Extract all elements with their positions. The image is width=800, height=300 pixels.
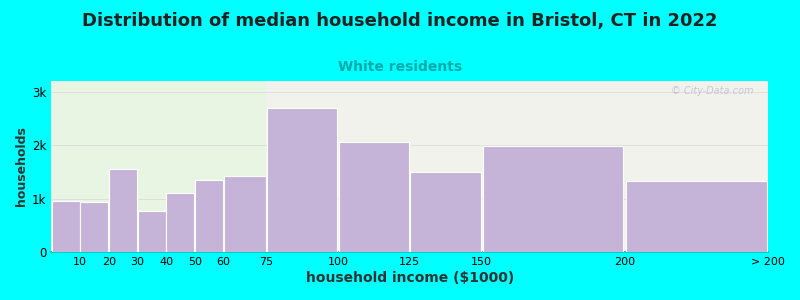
Bar [195, 180, 223, 252]
X-axis label: household income ($1000): household income ($1000) [306, 271, 514, 285]
Y-axis label: households: households [15, 127, 28, 206]
Bar [410, 172, 481, 252]
Bar [266, 81, 768, 252]
Bar [626, 181, 766, 252]
Bar [109, 169, 137, 252]
Bar [483, 146, 623, 252]
Bar [166, 193, 194, 252]
Bar [51, 81, 266, 252]
Bar [52, 201, 80, 252]
Bar [338, 142, 409, 252]
Bar [138, 211, 166, 252]
Text: Distribution of median household income in Bristol, CT in 2022: Distribution of median household income … [82, 12, 718, 30]
Bar [224, 176, 266, 252]
Bar [267, 108, 338, 252]
Text: White residents: White residents [338, 60, 462, 74]
Text: © City-Data.com: © City-Data.com [671, 86, 754, 96]
Bar [80, 202, 109, 252]
